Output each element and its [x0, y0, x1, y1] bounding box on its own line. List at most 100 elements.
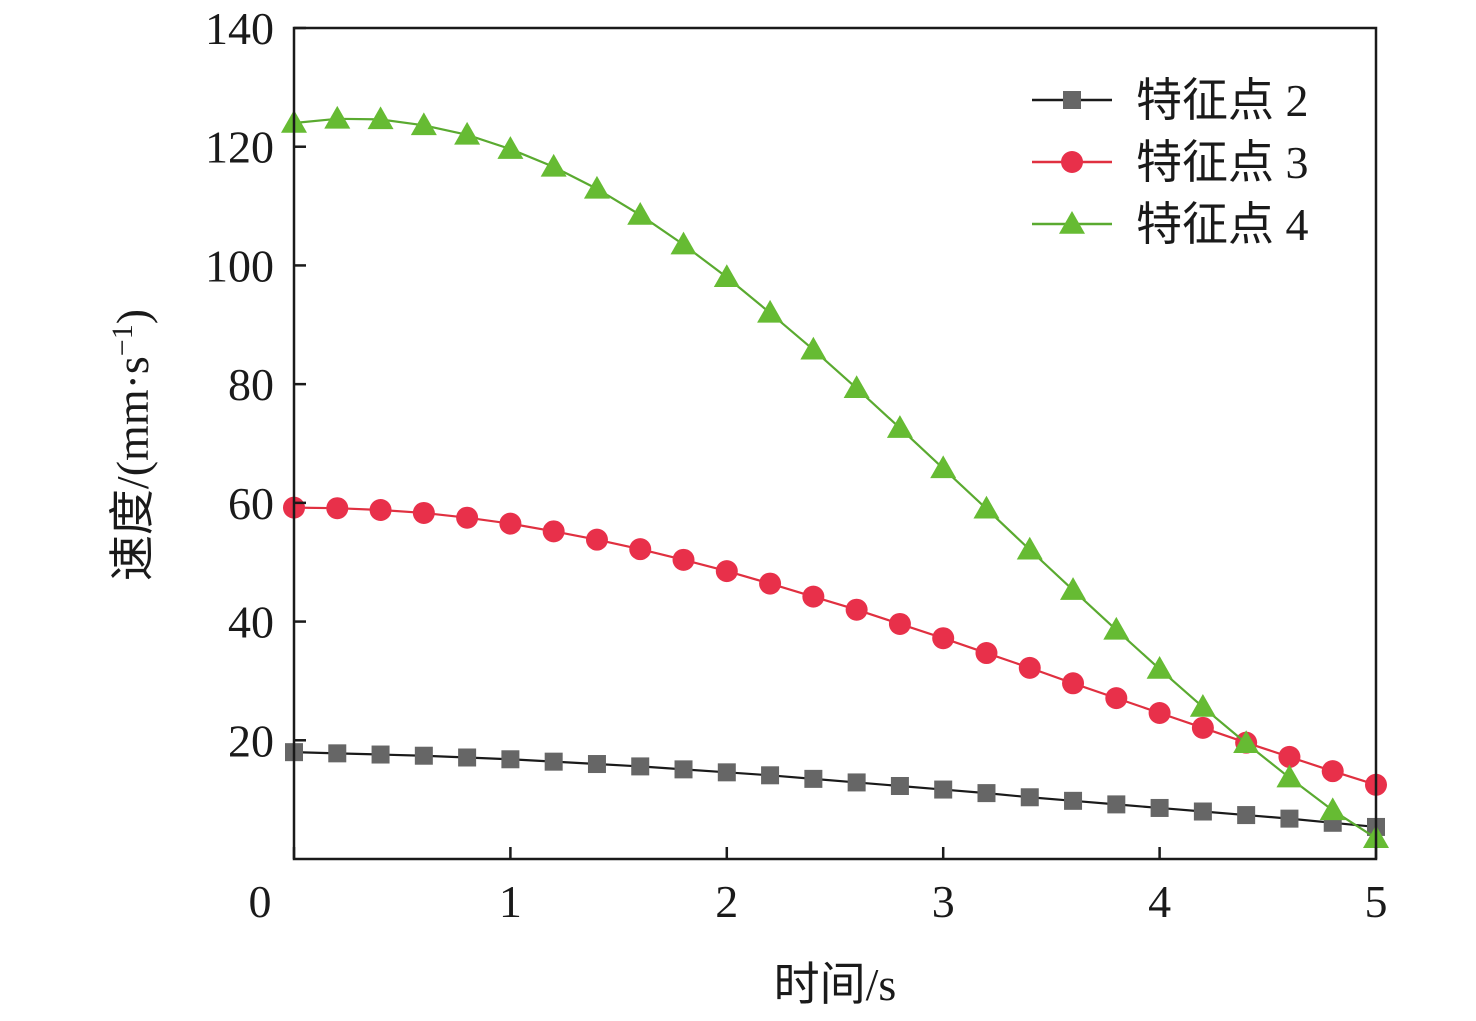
series-line	[293, 751, 1377, 829]
data-point-square	[328, 744, 347, 763]
data-point-square	[371, 745, 390, 764]
series-1	[285, 743, 1385, 836]
y-tick-label: 140	[205, 3, 274, 54]
x-tick-label: 1	[499, 876, 522, 927]
data-point-square	[890, 776, 909, 795]
data-point-square	[761, 766, 780, 785]
y-axis-title-exponent: −1	[106, 324, 139, 356]
data-point-circle	[1321, 760, 1344, 783]
data-point-triangle	[886, 415, 913, 438]
data-point-square	[1280, 809, 1299, 828]
data-point-triangle	[800, 336, 827, 360]
data-point-square	[1107, 795, 1126, 814]
data-point-circle	[1061, 151, 1083, 173]
data-point-triangle	[1189, 694, 1216, 717]
data-point-triangle	[1059, 211, 1085, 234]
legend-item-3: 特征点 4	[1032, 199, 1309, 250]
series-2	[283, 496, 1387, 796]
data-point-triangle	[1060, 577, 1087, 600]
data-point-square	[804, 769, 823, 788]
y-tick-label: 60	[228, 478, 274, 529]
y-tick-label: 100	[205, 240, 274, 291]
data-point-circle	[1018, 656, 1041, 679]
data-point-square	[1064, 791, 1083, 810]
data-point-square	[674, 760, 693, 779]
y-axis-title: 速度/(mm·s−1)	[106, 309, 158, 581]
data-point-triangle	[1233, 730, 1260, 754]
data-point-circle	[1191, 716, 1214, 739]
data-point-triangle	[454, 121, 481, 145]
x-tick-label: 4	[1148, 876, 1171, 927]
series-line	[293, 506, 1377, 786]
data-point-square	[847, 773, 866, 792]
data-point-circle	[1278, 745, 1301, 768]
data-point-square	[1193, 802, 1212, 821]
legend-item-1: 特征点 2	[1032, 75, 1309, 126]
y-tick-label: 40	[228, 597, 274, 648]
data-point-triangle	[1319, 797, 1346, 821]
data-point-triangle	[1103, 616, 1130, 640]
x-tick-label: 0	[249, 876, 272, 927]
data-point-circle	[629, 538, 652, 561]
data-point-circle	[369, 498, 392, 521]
data-point-square	[587, 755, 606, 774]
data-point-triangle	[367, 106, 394, 130]
data-point-triangle	[930, 455, 957, 479]
data-point-square	[414, 746, 433, 765]
data-point-triangle	[324, 105, 351, 129]
data-point-triangle	[843, 375, 870, 399]
data-point-square	[501, 750, 520, 769]
data-point-circle	[759, 572, 782, 595]
data-point-circle	[542, 520, 565, 543]
data-point-triangle	[497, 136, 524, 159]
series-3	[281, 105, 1389, 848]
legend-item-2: 特征点 3	[1032, 137, 1309, 188]
data-point-triangle	[1016, 536, 1043, 560]
y-axis-title-close: )	[107, 309, 158, 324]
data-point-circle	[1148, 701, 1171, 724]
y-tick-label: 20	[228, 715, 274, 766]
data-point-square	[458, 748, 477, 767]
data-point-circle	[932, 627, 955, 650]
data-point-triangle	[1276, 764, 1303, 788]
data-point-circle	[412, 501, 435, 524]
data-point-square	[1020, 788, 1039, 807]
data-point-triangle	[670, 231, 697, 255]
data-point-circle	[585, 528, 608, 551]
legend-label: 特征点 4	[1136, 199, 1309, 250]
data-point-circle	[975, 642, 998, 665]
data-point-triangle	[583, 175, 610, 199]
data-point-circle	[888, 612, 911, 635]
data-point-triangle	[713, 264, 740, 288]
data-point-circle	[672, 548, 695, 571]
x-tick-label: 3	[932, 876, 955, 927]
data-point-circle	[802, 585, 825, 608]
legend: 特征点 2 特征点 3 特征点 4	[1032, 75, 1309, 250]
x-axis-title: 时间/s	[774, 959, 897, 1010]
data-point-circle	[1062, 672, 1085, 695]
y-tick-label: 120	[205, 122, 274, 173]
data-point-square	[717, 763, 736, 782]
y-tick-label: 80	[228, 359, 274, 410]
data-point-circle	[1105, 687, 1128, 710]
legend-label: 特征点 3	[1136, 137, 1309, 188]
data-point-square	[934, 780, 953, 799]
data-point-square	[977, 784, 996, 803]
data-point-square	[1150, 798, 1169, 817]
data-point-circle	[715, 560, 738, 583]
data-point-circle	[326, 497, 349, 520]
data-point-square	[631, 757, 650, 776]
axis-ticks: 0 1 2 3 4 5 20 40 60 80 100 120 140	[205, 3, 1388, 927]
data-point-triangle	[1146, 656, 1173, 679]
data-point-triangle	[627, 201, 654, 225]
data-point-square	[544, 752, 563, 771]
data-point-square	[1237, 806, 1256, 825]
data-point-triangle	[973, 495, 1000, 519]
data-point-square	[1063, 91, 1081, 109]
data-point-triangle	[757, 299, 784, 323]
series-layer	[281, 105, 1389, 848]
y-axis-title-main: 速度/(mm·s	[107, 356, 158, 581]
x-tick-label: 5	[1365, 876, 1388, 927]
